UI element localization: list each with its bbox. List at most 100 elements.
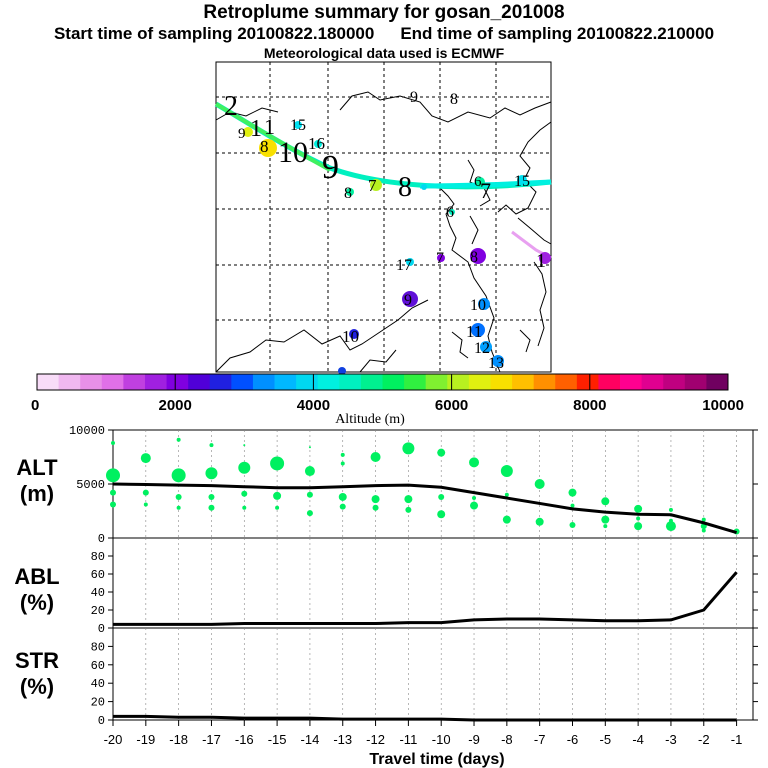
x-tick-label: -2 (698, 732, 710, 747)
colorbar-cell (641, 374, 664, 390)
abl-axis-label: ABL (%) (2, 564, 72, 616)
colorbar-cell (144, 374, 167, 390)
colorbar-cell (37, 374, 59, 390)
x-tick-label: -14 (301, 732, 320, 747)
colorbar-label: Altitude (m) (335, 412, 405, 427)
map-point-label: 9 (404, 292, 412, 309)
colorbar-cell (274, 374, 297, 390)
trajectory-point (539, 252, 551, 264)
alt-scatter-point (340, 452, 345, 457)
trajectory-point (346, 188, 354, 196)
trajectory-point (470, 248, 486, 264)
str-axis-label: STR (%) (2, 648, 72, 700)
colorbar-cell (101, 374, 124, 390)
x-tick-label: -4 (632, 732, 644, 747)
alt-scatter-point (535, 517, 544, 526)
alt-scatter-point (306, 491, 313, 498)
colorbar-tick-label: 8000 (573, 397, 606, 414)
colorbar-cell (598, 374, 621, 390)
alt-scatter-point (273, 491, 282, 500)
x-tick-label: -13 (333, 732, 352, 747)
alt-label-line2: (m) (19, 481, 55, 506)
alt-scatter-point (438, 493, 445, 500)
trajectory-point (259, 139, 277, 157)
map-point-label: 1 (536, 250, 546, 272)
alt-scatter-point (176, 437, 181, 442)
met-data-label: Meteorological data used is ECMWF (263, 45, 505, 61)
alt-scatter-point (270, 456, 285, 471)
colorbar-cell (468, 374, 491, 390)
x-tick-label: -19 (136, 732, 155, 747)
alt-scatter-point (238, 461, 251, 474)
trajectory-point (475, 177, 485, 187)
map-point-label: 7 (368, 176, 377, 195)
alt-label-line1: ALT (16, 455, 58, 480)
alt-scatter-point (634, 522, 643, 531)
trajectory-point (480, 341, 492, 353)
x-tick-label: -1 (731, 732, 743, 747)
map-point-label: 15 (514, 173, 530, 190)
trajectory-point (314, 140, 322, 148)
abl-y-tick-label: 40 (91, 586, 105, 600)
alt-scatter-point (176, 505, 181, 510)
x-tick-label: -12 (366, 732, 385, 747)
alt-scatter-point (142, 489, 149, 496)
alt-scatter-point (470, 501, 479, 510)
trajectory-point (449, 209, 455, 215)
x-tick-label: -17 (202, 732, 221, 747)
alt-scatter-point (634, 504, 643, 513)
abl-y-tick-label: 20 (91, 604, 105, 618)
colorbar-cell (425, 374, 448, 390)
colorbar-cell (576, 374, 599, 390)
map-point-label: 8 (260, 137, 269, 156)
str-y-tick-label: 40 (91, 677, 105, 691)
colorbar-cell (296, 374, 319, 390)
trajectory-point (349, 329, 359, 339)
map-point-label: 6 (474, 174, 482, 190)
sampling-times: Start time of sampling 20100822.180000 En… (0, 24, 768, 44)
str-label-line2: (%) (19, 674, 55, 699)
alt-scatter-point (371, 495, 380, 504)
colorbar-cell (663, 374, 686, 390)
trajectory-point (402, 291, 418, 307)
trajectory-point (492, 355, 504, 367)
map-point-label: 8 (470, 249, 478, 266)
colorbar-cell (512, 374, 535, 390)
map-point-label: 2 (224, 91, 238, 122)
trajectory-point (478, 298, 490, 310)
abl-series-line (113, 571, 738, 626)
colorbar-cell (58, 374, 81, 390)
colorbar-cell (166, 374, 189, 390)
trajectory-point (517, 175, 527, 185)
alt-scatter-point (568, 488, 577, 497)
alt-scatter-point (603, 524, 608, 529)
alt-scatter-point (370, 452, 381, 462)
colorbar-cell (404, 374, 427, 390)
alt-scatter-point (636, 516, 641, 521)
str-series-line (113, 714, 737, 722)
alt-scatter-point (339, 503, 346, 510)
alt-scatter-point (372, 504, 379, 511)
alt-frame (112, 429, 754, 539)
trajectory-point (471, 323, 485, 337)
alt-scatter-point (569, 522, 576, 529)
x-tick-label: -9 (468, 732, 480, 747)
str-panel: 80 60 40 20 0 (91, 627, 758, 728)
colorbar-cell (360, 374, 383, 390)
str-y-tick-label: 60 (91, 659, 105, 673)
x-tick-label: -10 (432, 732, 451, 747)
map-point-label: 16 (308, 134, 325, 153)
colorbar-cell (80, 374, 103, 390)
colorbar-tick-label: 2000 (159, 397, 192, 414)
x-tick-label: -15 (268, 732, 287, 747)
x-axis-title: Travel time (days) (369, 751, 504, 768)
map-point-label: 12 (474, 340, 490, 357)
alt-scatter-point (340, 461, 345, 466)
x-tick-label: -6 (567, 732, 579, 747)
map-point-label: 10 (470, 297, 486, 314)
alt-y-tick-label: 10000 (69, 424, 105, 438)
alt-scatter-point (502, 515, 511, 524)
map-point-label: 6 (446, 204, 454, 221)
map-point-label: 9 (322, 149, 339, 186)
